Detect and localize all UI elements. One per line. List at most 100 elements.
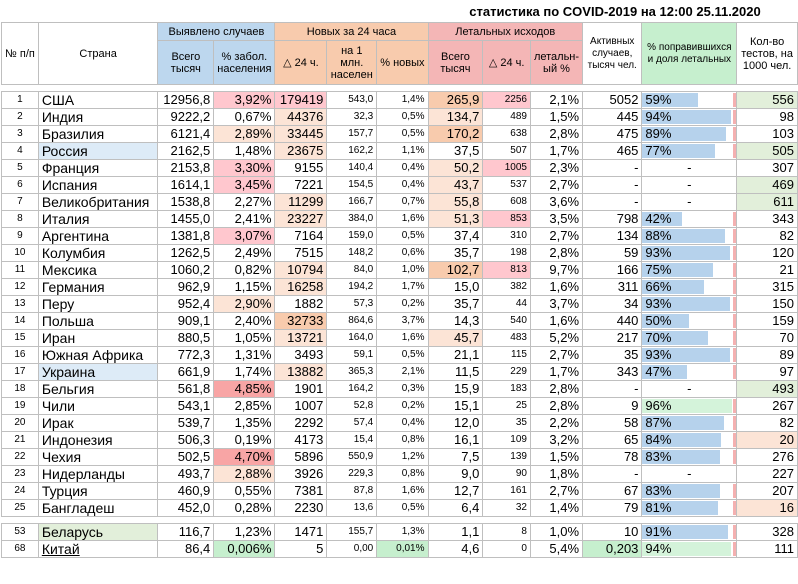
header-new24-delta: △ 24 ч.: [274, 40, 328, 85]
row-number: 4: [1, 142, 39, 160]
new-24h: 44376: [274, 108, 328, 126]
new-per-mln: 543,0: [326, 91, 378, 109]
recovered-pct: -: [687, 160, 692, 176]
deaths-total: 102,7: [427, 261, 484, 279]
deaths-total: 35,7: [427, 295, 484, 313]
deaths-total: 15,1: [427, 397, 484, 415]
deaths-pct: 2,7%: [529, 346, 584, 364]
covid-stats-table: № п/п Страна Выявлено случаев Новых за 2…: [1, 22, 798, 558]
row-number: 68: [1, 540, 39, 558]
cases-total: 1381,8: [157, 227, 215, 245]
new-per-mln: 550,9: [326, 448, 378, 466]
table-row: 8 Италия 1455,0 2,41% 23227 384,0 1,6% 51,3 853 3…: [1, 210, 798, 228]
tests-per-1000: 89: [736, 346, 798, 364]
cases-total: 86,4: [157, 540, 215, 558]
recovered-cell: -: [641, 159, 738, 177]
recovered-pct: -: [687, 466, 692, 482]
country-name: Великобритания: [37, 193, 159, 211]
new-24h: 7164: [274, 227, 328, 245]
active-cases: 65: [582, 431, 643, 449]
new-pct: 0,7%: [376, 193, 429, 211]
country-name: Нидерланды: [37, 465, 159, 483]
cases-pct: 1,05%: [213, 329, 276, 347]
table-row: 24 Турция 460,9 0,55% 7381 87,8 1,6% 12,7 161 2,7…: [1, 482, 798, 500]
active-cases: 343: [582, 363, 643, 381]
tests-per-1000: 120: [736, 244, 798, 262]
header-detected-total: Всего тысяч: [157, 40, 215, 85]
row-number: 20: [1, 414, 39, 432]
cases-total: 880,5: [157, 329, 215, 347]
header-detected-pct: % забол. населения: [213, 40, 276, 85]
deaths-24h: 90: [482, 465, 531, 483]
deaths-24h: 1005: [482, 159, 531, 177]
cases-pct: 0,82%: [213, 261, 276, 279]
deaths-24h: 183: [482, 380, 531, 398]
country-name: Италия: [37, 210, 159, 228]
cases-total: 1060,2: [157, 261, 215, 279]
tests-per-1000: 21: [736, 261, 798, 279]
cases-pct: 3,07%: [213, 227, 276, 245]
new-24h: 179419: [274, 91, 328, 109]
new-pct: 0,2%: [376, 397, 429, 415]
active-cases: 10: [582, 523, 643, 541]
deaths-pct: 1,4%: [529, 499, 584, 517]
row-number: 24: [1, 482, 39, 500]
country-name: Чехия: [37, 448, 159, 466]
new-24h: 3493: [274, 346, 328, 364]
country-name: Беларусь: [37, 523, 159, 541]
cases-pct: 3,30%: [213, 159, 276, 177]
deaths-pct: 2,2%: [529, 414, 584, 432]
cases-total: 2162,5: [157, 142, 215, 160]
table-row: 68 Китай 86,4 0,006% 5 0,00 0,01% 4,6 0 5,4% 0,203…: [1, 540, 798, 558]
recovered-cell: 93%: [641, 244, 738, 262]
row-number: 25: [1, 499, 39, 517]
cases-total: 543,1: [157, 397, 215, 415]
recovered-cell: 42%: [641, 210, 738, 228]
recovered-cell: 96%: [641, 397, 738, 415]
cases-pct: 0,006%: [213, 540, 276, 558]
active-cases: 445: [582, 108, 643, 126]
new-24h: 5: [274, 540, 328, 558]
deaths-24h: 608: [482, 193, 531, 211]
new-pct: 1,6%: [376, 482, 429, 500]
row-number: 21: [1, 431, 39, 449]
new-pct: 0,8%: [376, 431, 429, 449]
deaths-24h: 483: [482, 329, 531, 347]
cases-total: 9222,2: [157, 108, 215, 126]
deaths-24h: 115: [482, 346, 531, 364]
new-per-mln: 52,8: [326, 397, 378, 415]
new-pct: 1,2%: [376, 448, 429, 466]
deaths-total: 37,4: [427, 227, 484, 245]
deaths-total: 51,3: [427, 210, 484, 228]
deaths-total: 4,6: [427, 540, 484, 558]
lethal-share-bar: [733, 542, 736, 556]
deaths-pct: 2,7%: [529, 227, 584, 245]
new-per-mln: 57,4: [326, 414, 378, 432]
deaths-24h: 540: [482, 312, 531, 330]
new-pct: 1,0%: [376, 261, 429, 279]
new-24h: 32733: [274, 312, 328, 330]
recovered-bar: [642, 127, 726, 141]
tests-per-1000: 267: [736, 397, 798, 415]
recovered-cell: -: [641, 465, 738, 483]
new-per-mln: 32,3: [326, 108, 378, 126]
cases-pct: 1,74%: [213, 363, 276, 381]
table-row: 12 Германия 962,9 1,15% 16258 194,2 1,7% 15,0 38…: [1, 278, 798, 296]
cases-total: 561,8: [157, 380, 215, 398]
country-name: Турция: [37, 482, 159, 500]
deaths-total: 50,2: [427, 159, 484, 177]
new-24h: 9155: [274, 159, 328, 177]
new-per-mln: 59,1: [326, 346, 378, 364]
recovered-cell: 59%: [641, 91, 738, 109]
recovered-pct: 91%: [645, 524, 672, 540]
active-cases: 166: [582, 261, 643, 279]
new-24h: 1882: [274, 295, 328, 313]
recovered-pct: 94%: [645, 541, 672, 557]
cases-pct: 1,35%: [213, 414, 276, 432]
lethal-share-bar: [733, 525, 736, 539]
row-number: 22: [1, 448, 39, 466]
deaths-pct: 5,2%: [529, 329, 584, 347]
new-pct: 0,5%: [376, 108, 429, 126]
deaths-pct: 2,8%: [529, 380, 584, 398]
lethal-share-bar: [733, 331, 736, 345]
